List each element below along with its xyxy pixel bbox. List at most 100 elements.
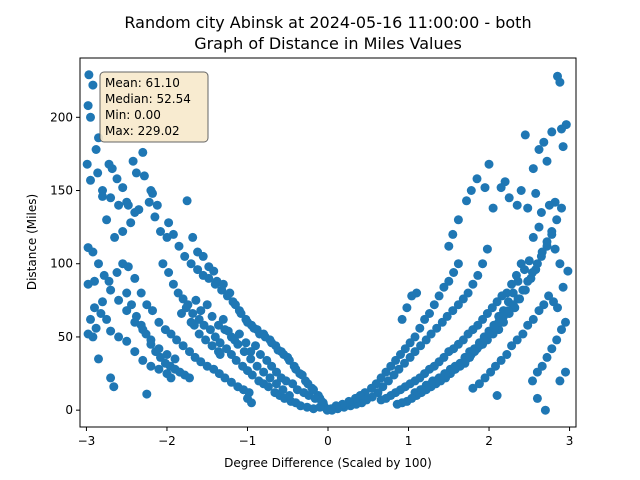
data-point xyxy=(170,354,180,364)
stats-box: Mean: 61.10 Median: 52.54 Min: 0.00 Max:… xyxy=(99,71,209,143)
data-point xyxy=(185,347,194,357)
data-point xyxy=(127,300,136,310)
data-point xyxy=(107,164,117,174)
data-point xyxy=(106,285,116,295)
data-point xyxy=(168,229,178,239)
data-point xyxy=(136,288,146,298)
data-point xyxy=(297,370,307,380)
data-point xyxy=(512,335,522,345)
data-point xyxy=(152,200,162,210)
data-point xyxy=(198,251,208,261)
data-point xyxy=(223,326,233,336)
data-point xyxy=(185,373,194,383)
data-point xyxy=(102,215,112,225)
data-point xyxy=(547,227,557,236)
stat-median: Median: 52.54 xyxy=(105,92,191,106)
data-point xyxy=(109,382,119,392)
data-point xyxy=(507,341,517,351)
data-point xyxy=(557,203,566,213)
data-point xyxy=(400,358,409,368)
data-point xyxy=(553,71,562,81)
data-point xyxy=(247,370,257,380)
y-tick-label: 100 xyxy=(50,257,73,271)
data-point xyxy=(278,385,288,395)
data-point xyxy=(453,215,463,225)
data-point xyxy=(552,215,562,225)
data-point xyxy=(518,285,528,295)
data-point xyxy=(561,317,570,327)
data-point xyxy=(547,127,557,137)
data-point xyxy=(444,276,454,286)
data-point xyxy=(130,273,140,283)
stat-mean: Mean: 61.10 xyxy=(105,76,180,90)
data-point xyxy=(444,241,454,251)
data-point xyxy=(255,350,265,359)
data-point xyxy=(496,183,506,193)
data-point xyxy=(523,320,533,330)
data-point xyxy=(429,300,439,310)
data-point xyxy=(532,367,542,377)
data-point xyxy=(96,309,106,318)
data-point xyxy=(480,373,490,383)
data-point xyxy=(148,306,157,316)
data-point xyxy=(174,241,184,251)
data-point xyxy=(537,247,547,257)
data-point xyxy=(432,323,442,333)
data-point xyxy=(102,314,112,324)
data-point xyxy=(110,232,120,242)
data-point xyxy=(448,229,458,239)
data-point xyxy=(166,373,176,383)
data-point xyxy=(114,332,124,342)
data-point xyxy=(407,291,417,301)
data-point xyxy=(532,393,542,403)
data-point xyxy=(480,183,490,193)
data-point xyxy=(472,174,482,184)
data-point xyxy=(112,174,122,184)
data-point xyxy=(284,391,294,400)
data-point xyxy=(474,379,484,389)
y-axis-label: Distance (Miles) xyxy=(25,194,39,290)
data-point xyxy=(86,314,95,324)
data-point xyxy=(389,370,399,380)
data-point xyxy=(186,317,196,327)
data-point xyxy=(138,355,148,365)
data-point xyxy=(539,137,549,147)
data-point xyxy=(164,218,174,228)
data-point xyxy=(84,70,94,80)
data-point xyxy=(547,344,557,354)
data-point xyxy=(196,306,206,316)
data-point xyxy=(122,288,132,298)
data-point xyxy=(531,188,541,198)
data-point xyxy=(136,320,146,330)
data-point xyxy=(524,256,534,266)
data-point xyxy=(550,244,560,254)
data-point xyxy=(243,317,252,327)
data-point xyxy=(205,325,215,335)
data-point xyxy=(473,270,483,280)
stat-max: Max: 229.02 xyxy=(105,124,180,138)
data-point xyxy=(540,405,550,415)
data-point xyxy=(156,227,165,236)
data-point xyxy=(247,398,256,408)
data-point xyxy=(557,124,566,134)
data-point xyxy=(303,379,313,389)
data-point xyxy=(544,200,554,210)
data-point xyxy=(130,347,140,357)
data-point xyxy=(265,373,275,383)
data-point xyxy=(520,265,529,275)
data-point xyxy=(209,266,219,276)
data-point xyxy=(555,376,565,386)
data-point xyxy=(230,300,240,310)
data-point xyxy=(528,268,537,277)
data-point xyxy=(204,273,214,283)
x-axis-label: Degree Difference (Scaled by 100) xyxy=(224,456,432,470)
data-point xyxy=(420,314,430,324)
data-point xyxy=(523,276,533,286)
data-point xyxy=(94,259,103,269)
data-point xyxy=(405,352,415,362)
data-point xyxy=(502,350,512,359)
data-point xyxy=(561,367,570,377)
x-tick-label: −2 xyxy=(158,434,176,448)
data-point xyxy=(186,259,196,269)
data-point xyxy=(520,130,530,140)
